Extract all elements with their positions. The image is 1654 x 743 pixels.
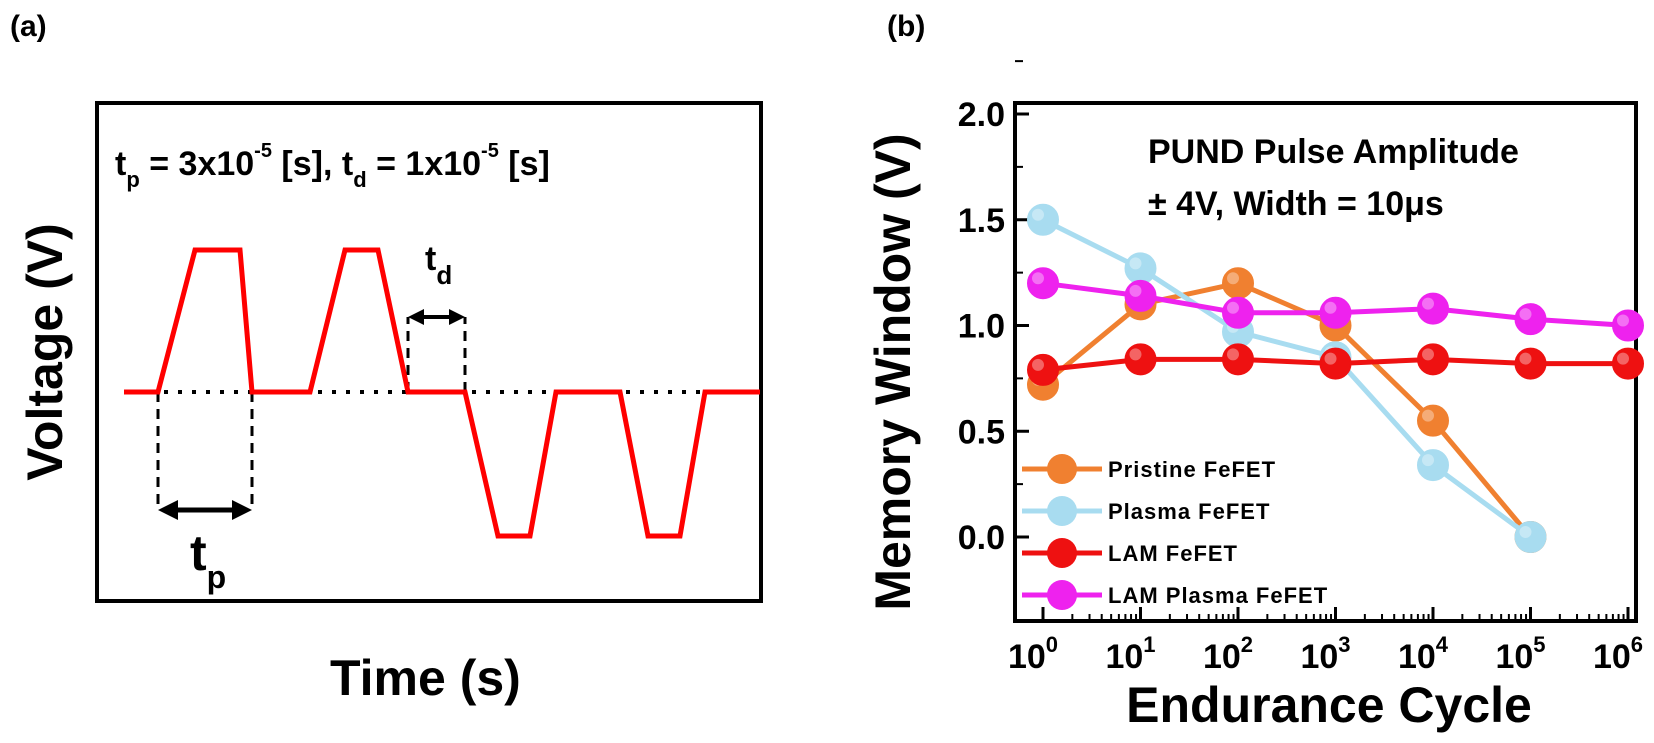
panel-b-label: (b) bbox=[887, 10, 925, 43]
series-point-3 bbox=[1417, 292, 1449, 325]
series-point-1 bbox=[1417, 449, 1449, 482]
series-point-highlight bbox=[1422, 297, 1434, 310]
series-point-highlight bbox=[1227, 272, 1239, 285]
series-point-highlight bbox=[1519, 526, 1532, 538]
x-tick-label: 103 bbox=[1300, 632, 1350, 676]
series-point-highlight bbox=[1032, 208, 1044, 221]
series-point-highlight bbox=[1617, 314, 1629, 327]
x-tick-label: 106 bbox=[1593, 632, 1643, 676]
panel-a-frame bbox=[95, 101, 763, 603]
panel-a-ylabel: Voltage (V) bbox=[17, 223, 73, 480]
x-tick-label: 100 bbox=[1008, 632, 1058, 676]
series-point-highlight bbox=[1227, 348, 1239, 361]
panel-a-border bbox=[95, 101, 763, 603]
series-point-highlight bbox=[1227, 301, 1239, 314]
x-tick-label: 102 bbox=[1203, 632, 1253, 676]
y-tick-label: 1.5 bbox=[958, 202, 1005, 240]
panel-b-x-ticks: 100 101 102 103 104 105 106 bbox=[1008, 607, 1643, 676]
series-point-2 bbox=[1027, 353, 1059, 386]
legend-label: Plasma FeFET bbox=[1108, 499, 1270, 524]
panel-b-legend: Pristine FeFET Plasma FeFET LAM FeFET LAM P… bbox=[1022, 454, 1328, 610]
tp-label: tp bbox=[190, 525, 226, 595]
tp-marker bbox=[156, 392, 254, 520]
panel-a-xlabel: Time (s) bbox=[330, 650, 521, 706]
legend-label: Pristine FeFET bbox=[1108, 457, 1276, 482]
series-point-highlight bbox=[1032, 358, 1044, 371]
series-point-3 bbox=[1319, 296, 1352, 329]
tp-arrow-head-left bbox=[158, 500, 178, 520]
series-point-3 bbox=[1514, 303, 1547, 336]
series-point-highlight bbox=[1422, 348, 1434, 361]
series-point-2 bbox=[1222, 343, 1254, 376]
td-marker bbox=[406, 309, 467, 392]
pulse-waveform bbox=[124, 247, 760, 539]
legend-swatch-marker bbox=[1047, 454, 1077, 484]
x-tick-label: 105 bbox=[1495, 632, 1545, 676]
series-point-3 bbox=[1612, 309, 1644, 342]
series-point-1 bbox=[1514, 521, 1547, 553]
tp-arrow-head-right bbox=[232, 500, 252, 520]
td-arrow-head-right bbox=[449, 309, 465, 325]
series-point-2 bbox=[1612, 347, 1644, 380]
series-point-highlight bbox=[1129, 284, 1142, 297]
series-point-1 bbox=[1124, 252, 1157, 285]
series-point-3 bbox=[1027, 267, 1059, 300]
y-tick-label: 0.0 bbox=[958, 519, 1005, 557]
x-tick-label: 104 bbox=[1398, 632, 1449, 676]
series-point-2 bbox=[1417, 343, 1449, 376]
panel-b-ylabel: Memory Window (V) bbox=[865, 133, 921, 610]
series-point-0 bbox=[1417, 404, 1449, 437]
series-point-2 bbox=[1514, 347, 1547, 380]
series-point-highlight bbox=[1324, 301, 1337, 314]
pund-annotation-line2: ± 4V, Width = 10μs bbox=[1148, 185, 1444, 223]
td-label: td bbox=[425, 240, 452, 290]
series-point-highlight bbox=[1422, 454, 1434, 467]
series-point-highlight bbox=[1129, 348, 1142, 361]
series-point-0 bbox=[1222, 267, 1254, 300]
series-point-1 bbox=[1027, 203, 1059, 236]
panel-b-y-ticks: 0.0 0.5 1.0 1.5 2.0 bbox=[958, 60, 1029, 557]
timing-formula: tp = 3x10-5 [s], td = 1x10-5 [s] bbox=[115, 140, 550, 192]
legend-swatch-marker bbox=[1047, 538, 1077, 568]
series-line-1 bbox=[1041, 217, 1532, 540]
series-point-2 bbox=[1319, 347, 1352, 380]
series-point-highlight bbox=[1617, 352, 1629, 365]
series-point-highlight bbox=[1519, 308, 1532, 321]
legend-label: LAM Plasma FeFET bbox=[1108, 583, 1328, 608]
series-point-highlight bbox=[1422, 409, 1434, 422]
series-point-highlight bbox=[1129, 257, 1142, 270]
series-line-0 bbox=[1041, 280, 1533, 539]
td-arrow-head-left bbox=[408, 309, 424, 325]
y-tick-label: 0.5 bbox=[958, 413, 1005, 451]
legend-swatch-marker bbox=[1047, 496, 1077, 526]
y-tick-label: 2.0 bbox=[958, 96, 1005, 134]
series-point-2 bbox=[1124, 343, 1157, 376]
legend-label: LAM FeFET bbox=[1108, 541, 1238, 566]
series-point-3 bbox=[1124, 279, 1157, 312]
panel-b-series bbox=[1027, 203, 1644, 553]
panel-b-xlabel: Endurance Cycle bbox=[1126, 677, 1532, 733]
y-tick-label: 1.0 bbox=[958, 308, 1005, 346]
panel-a-label: (a) bbox=[10, 10, 47, 43]
series-point-3 bbox=[1222, 296, 1254, 329]
x-tick-label: 101 bbox=[1105, 632, 1155, 676]
series-point-highlight bbox=[1324, 352, 1337, 365]
series-point-highlight bbox=[1032, 272, 1044, 285]
pund-annotation-line1: PUND Pulse Amplitude bbox=[1148, 133, 1519, 171]
legend-swatch-marker bbox=[1047, 580, 1077, 610]
series-point-highlight bbox=[1519, 352, 1532, 365]
